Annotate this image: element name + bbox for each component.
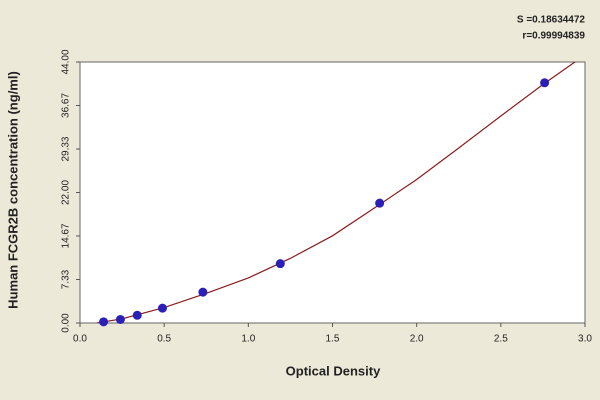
data-point: [132, 310, 142, 320]
x-tick-label: 3.0: [578, 334, 592, 345]
y-tick-label: 44.00: [61, 49, 72, 74]
data-point: [99, 317, 109, 327]
y-tick-label: 36.67: [61, 93, 72, 118]
x-tick-label: 1.0: [241, 334, 255, 345]
plot-area: [79, 61, 586, 324]
y-tick-label: 22.00: [61, 180, 72, 205]
x-axis-title: Optical Density: [286, 363, 381, 378]
x-tick-label: 0.5: [157, 334, 171, 345]
data-point: [115, 314, 125, 324]
data-point: [540, 78, 550, 88]
x-tick-label: 0.0: [73, 334, 87, 345]
y-axis-title: Human FCGR2B concentration (ng/ml): [5, 71, 20, 309]
y-tick-label: 7.33: [61, 269, 72, 289]
data-point: [275, 259, 285, 269]
data-point: [375, 198, 385, 208]
data-point: [157, 303, 167, 313]
y-tick-label: 29.33: [61, 136, 72, 161]
y-tick-label: 14.67: [61, 223, 72, 248]
annotation: r=0.99994839: [522, 31, 585, 42]
x-tick-label: 2.0: [410, 334, 424, 345]
annotation: S =0.18634472: [517, 15, 586, 26]
x-tick-label: 2.5: [494, 334, 508, 345]
data-point: [198, 287, 208, 297]
x-tick-label: 1.5: [326, 334, 340, 345]
y-tick-label: 0.00: [61, 313, 72, 333]
